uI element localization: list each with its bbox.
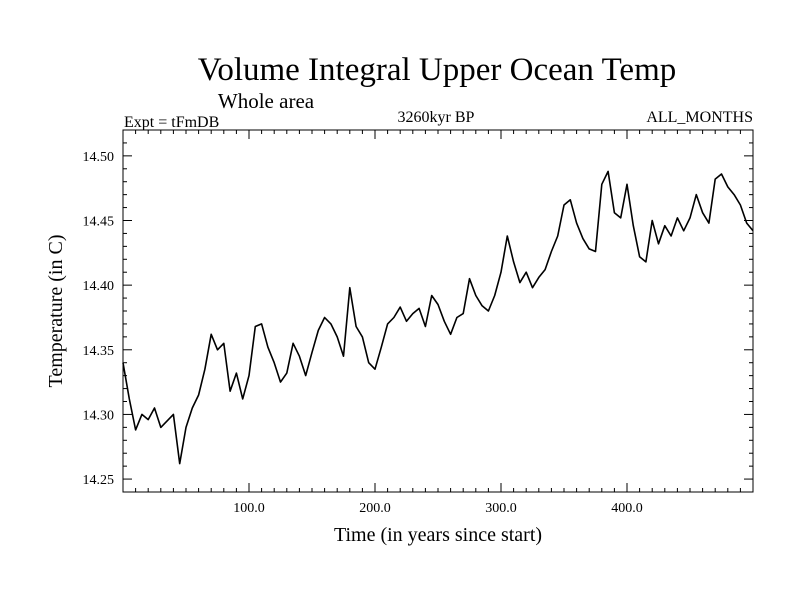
experiment-label: Expt = tFmDB <box>124 114 219 131</box>
y-tick-label: 14.30 <box>83 408 115 423</box>
plot-frame <box>123 130 753 492</box>
y-tick-label: 14.50 <box>83 150 115 165</box>
x-tick-label: 200.0 <box>359 501 391 516</box>
y-tick-label: 14.25 <box>83 473 115 488</box>
x-axis-label: Time (in years since start) <box>334 524 542 546</box>
chart-canvas: Volume Integral Upper Ocean Temp Whole a… <box>0 0 800 600</box>
y-axis-tick-labels: 14.25 14.30 14.35 14.40 14.45 14.50 <box>83 150 115 488</box>
x-axis-tick-labels: 100.0 200.0 300.0 400.0 <box>233 501 643 516</box>
y-tick-label: 14.45 <box>83 215 115 230</box>
y-axis-label: Temperature (in C) <box>45 235 67 388</box>
x-tick-label: 300.0 <box>485 501 517 516</box>
season-label: ALL_MONTHS <box>646 109 753 126</box>
chart-subtitle: Whole area <box>218 89 315 113</box>
x-tick-label: 100.0 <box>233 501 265 516</box>
y-tick-label: 14.40 <box>83 279 115 294</box>
y-axis-ticks <box>123 143 753 479</box>
chart-title: Volume Integral Upper Ocean Temp <box>198 52 676 88</box>
x-tick-label: 400.0 <box>611 501 643 516</box>
y-tick-label: 14.35 <box>83 344 115 359</box>
x-axis-ticks <box>136 130 741 492</box>
period-label: 3260kyr BP <box>398 109 475 126</box>
series-line-temperature <box>123 171 753 463</box>
